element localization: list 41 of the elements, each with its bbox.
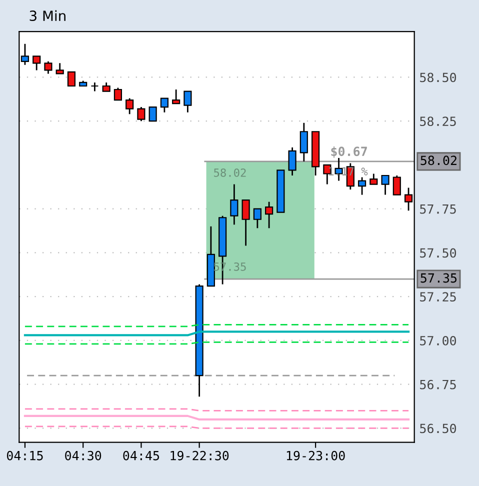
candlestick (358, 176, 366, 196)
candlestick (44, 60, 52, 74)
y-tick-label: 57.25 (420, 292, 456, 302)
candlestick (126, 98, 134, 115)
candlestick (265, 201, 274, 229)
y-tick-label: 57.75 (420, 204, 456, 214)
candlestick (67, 71, 76, 87)
candlestick (114, 87, 122, 101)
ref-line-label: 58.02 (420, 156, 456, 166)
candlestick (56, 62, 64, 74)
annotation: 58.02 (214, 168, 246, 177)
candlestick (300, 122, 308, 162)
x-tick-label: 04:15 (6, 450, 43, 460)
candlestick (184, 90, 192, 114)
candlestick (172, 88, 180, 104)
candlestick (392, 174, 401, 196)
candlestick (90, 82, 99, 92)
x-tick-label: 19-22:30 (170, 450, 229, 460)
annotation: 1.17 % (329, 167, 368, 176)
y-tick-label: 56.50 (420, 424, 456, 434)
candlestick (230, 184, 238, 226)
y-tick-label: 56.75 (420, 380, 456, 390)
chart-title: 3 Min (30, 10, 66, 22)
annotation: $0.67 (331, 146, 367, 158)
candlestick (160, 98, 168, 114)
y-tick-label: 57.00 (420, 336, 456, 346)
x-tick-label: 04:30 (65, 450, 102, 460)
candlestick (288, 146, 296, 176)
x-tick-label: 19-23:00 (286, 450, 345, 460)
y-tick-label: 58.50 (420, 72, 456, 82)
candlestick (253, 208, 262, 229)
candlestick (148, 106, 157, 122)
y-tick-label: 57.50 (420, 248, 456, 258)
ref-line-label: 57.35 (420, 273, 457, 283)
candlestick (381, 174, 390, 196)
candlestick (137, 106, 146, 122)
candlestick (32, 55, 41, 71)
x-tick-label: 04:45 (123, 450, 160, 460)
y-tick-label: 58.25 (420, 116, 456, 126)
candlestick (370, 173, 378, 185)
candlestick (242, 199, 250, 246)
